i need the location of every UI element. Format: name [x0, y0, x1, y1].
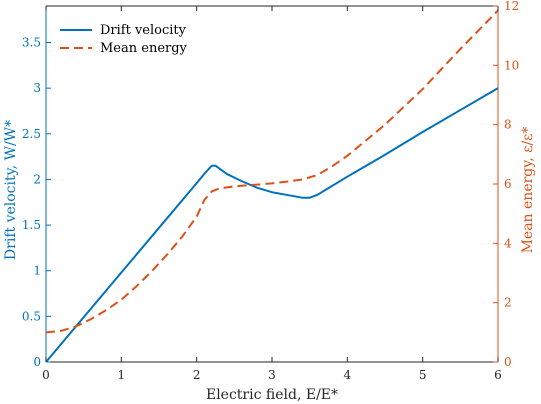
x-axis-label: Electric field, E/E* [206, 387, 338, 403]
series-line-drift-velocity [45, 87, 499, 363]
y-right-tick-label: 10 [504, 58, 519, 72]
y-right-tick-label: 12 [504, 0, 519, 13]
y-right-axis-label: Mean energy, ε/ε* [520, 127, 536, 254]
x-tick-label: 4 [344, 368, 352, 382]
y-left-tick-label: 3 [33, 81, 41, 95]
y-right-tick-label: 6 [504, 177, 512, 191]
y-right-tick-label: 4 [504, 236, 512, 250]
y-left-axis-label: Drift velocity, W/W* [3, 120, 19, 260]
y-left-tick-label: 2.5 [22, 127, 41, 141]
legend-box [52, 14, 192, 64]
y-right-tick-label: 8 [504, 118, 512, 132]
x-tick-label: 6 [494, 368, 502, 382]
x-tick-label: 3 [268, 368, 276, 382]
series-line-mean-energy [45, 9, 499, 334]
legend: Drift velocity Mean energy [52, 14, 192, 64]
y-left-tick-label: 3.5 [22, 36, 41, 50]
legend-label-mean-energy: Mean energy [100, 41, 188, 56]
y-left-tick-label: 0 [33, 355, 41, 369]
legend-label-drift-velocity: Drift velocity [100, 23, 187, 38]
y-right-tick-label: 0 [504, 355, 512, 369]
y-left-tick-label: 0.5 [22, 309, 41, 323]
x-tick-label: 5 [419, 368, 427, 382]
x-tick-label: 1 [118, 368, 126, 382]
y-left-tick-label: 1 [33, 264, 41, 278]
y-left-tick-label: 1.5 [22, 218, 41, 232]
x-tick-label: 0 [42, 368, 50, 382]
y-left-tick-label: 2 [33, 172, 41, 186]
y-right-tick-label: 2 [504, 296, 512, 310]
x-tick-label: 2 [193, 368, 201, 382]
series-layer [45, 9, 499, 363]
